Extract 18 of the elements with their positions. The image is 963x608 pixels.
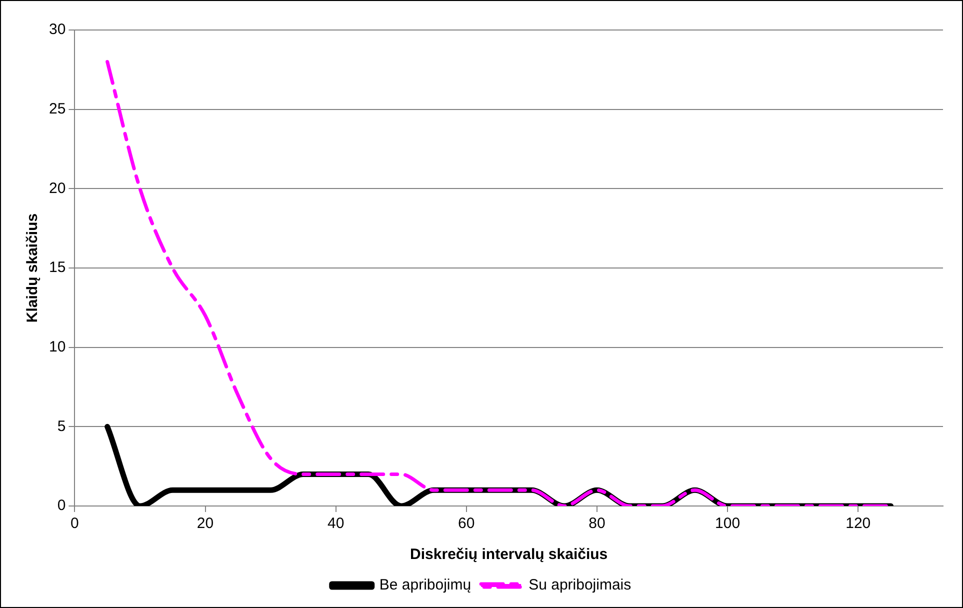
x-tick-label: 20 <box>196 515 214 532</box>
y-tick-label: 0 <box>57 497 66 514</box>
legend-label: Be apribojimų <box>379 576 472 594</box>
x-tick-label: 80 <box>588 515 606 532</box>
x-tick-label: 0 <box>70 515 79 532</box>
y-tick-label: 30 <box>48 21 66 38</box>
legend-label: Su apribojimais <box>528 576 632 594</box>
x-axis-title: Diskrečių intervalų skaičius <box>410 546 608 564</box>
y-tick-label: 15 <box>48 259 66 276</box>
x-tick-label: 100 <box>715 515 740 532</box>
y-axis-title: Klaidų skaičius <box>24 213 42 323</box>
y-tick-label: 20 <box>48 180 66 197</box>
y-tick-label: 25 <box>48 100 66 118</box>
y-tick-label: 5 <box>57 418 66 435</box>
x-tick-label: 40 <box>327 515 344 532</box>
x-tick-label: 120 <box>846 515 871 532</box>
x-tick-label: 60 <box>458 515 475 532</box>
y-tick-label: 10 <box>48 338 66 356</box>
